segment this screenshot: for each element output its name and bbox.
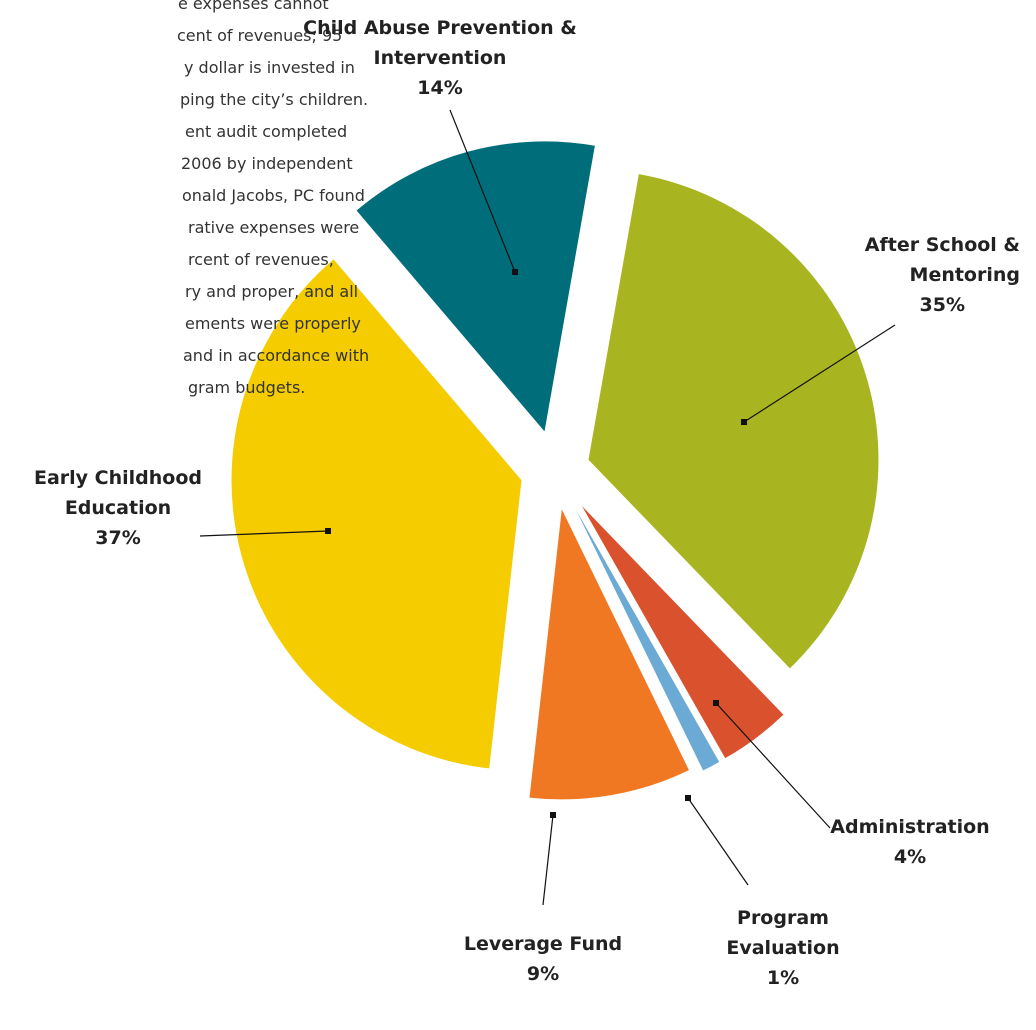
leader-line <box>199 530 329 537</box>
pie-slice <box>231 259 522 769</box>
paragraph-line: ements were properly <box>185 314 361 333</box>
leader-dot <box>741 419 747 425</box>
slice-name: After School & Mentoring <box>864 234 1020 286</box>
slice-label: Program Evaluation 1% <box>708 903 858 993</box>
pie-slice <box>581 506 784 759</box>
paragraph-line: gram budgets. <box>188 378 306 397</box>
pie-slice <box>588 174 879 669</box>
slice-name: Program Evaluation <box>726 907 840 959</box>
pie-slice <box>356 141 595 432</box>
paragraph-line: ping the city’s children. <box>180 90 369 109</box>
leader-line <box>449 109 516 273</box>
paragraph-line: ent audit completed <box>185 122 348 141</box>
paragraph-line: onald Jacobs, PC found <box>182 186 365 205</box>
paragraph-line: y dollar is invested in <box>184 58 355 77</box>
slice-name: Administration <box>830 816 990 838</box>
leader-line <box>715 702 831 829</box>
leader-line <box>743 324 896 423</box>
slice-name: Early Childhood Education <box>33 467 202 519</box>
leader-dot <box>713 700 719 706</box>
paragraph-line: and in accordance with <box>183 346 370 365</box>
slice-value: 1% <box>766 967 800 989</box>
paragraph-line: 2006 by independent <box>181 154 353 173</box>
slice-value: 9% <box>526 963 560 985</box>
slice-value: 14% <box>417 77 463 99</box>
slice-value: 37% <box>95 527 141 549</box>
leader-line <box>542 814 554 906</box>
slice-label: After School & Mentoring 35% <box>800 230 1020 320</box>
paragraph-line: cent of revenues; 95 <box>177 26 343 45</box>
slice-name: Child Abuse Prevention & Intervention <box>303 17 577 69</box>
pie-slice <box>529 509 689 800</box>
slice-value: 4% <box>893 846 927 868</box>
slice-label: Leverage Fund 9% <box>443 929 643 989</box>
leader-line <box>687 797 749 886</box>
paragraph-line: e expenses cannot <box>178 0 329 13</box>
paragraph-line: rative expenses were <box>188 218 360 237</box>
slice-value: 35% <box>919 294 965 316</box>
leader-dot <box>512 269 518 275</box>
paragraph-line: ry and proper, and all <box>185 282 359 301</box>
paragraph-line: rcent of revenues, <box>188 250 334 269</box>
slice-name: Leverage Fund <box>463 933 623 955</box>
leader-dot <box>550 812 556 818</box>
pie-slice <box>575 509 720 771</box>
slice-label: Child Abuse Prevention & Intervention 14% <box>290 13 590 103</box>
leader-dot <box>325 528 331 534</box>
slice-label: Administration 4% <box>810 812 1010 872</box>
leader-dot <box>685 795 691 801</box>
slice-label: Early Childhood Education 37% <box>8 463 228 553</box>
